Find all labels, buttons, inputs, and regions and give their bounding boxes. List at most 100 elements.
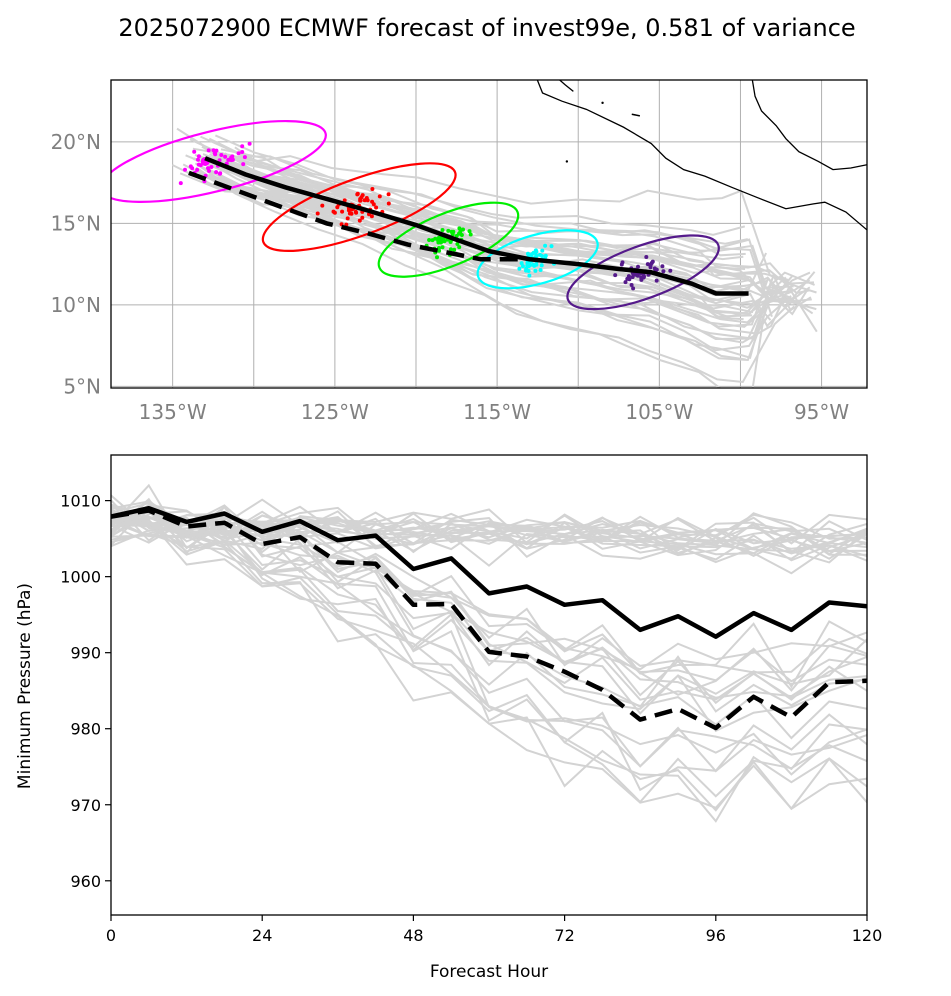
y-tick-label: 1000 [60,568,101,587]
ensemble-point [195,167,200,172]
mean-position-point [435,235,445,245]
ensemble-point [332,210,337,215]
ensemble-point [320,203,325,208]
ensemble-point [196,154,201,159]
x-tick-label: 120 [852,926,883,945]
ensemble-point [454,234,459,238]
ensemble-point [540,248,545,253]
longitude-tick-label: 125°W [301,400,369,424]
ensemble-point [631,286,636,291]
ensemble-point [644,255,649,259]
ensemble-point [623,280,628,285]
pressure-ticks: 960 970 980 990 1000 1010 [60,492,111,891]
ensemble-point [345,216,350,221]
pressure-frame [110,454,868,916]
ensemble-point [219,153,224,157]
ensemble-point [374,205,379,210]
uncertainty-ellipse [111,119,327,203]
ensemble-point [457,245,462,250]
x-tick-label: 48 [403,926,423,945]
ensemble-point [648,262,653,267]
map-gridlines [111,80,867,388]
ensemble-point [527,273,532,278]
figure-title: 2025072900 ECMWF forecast of invest99e, … [118,14,855,42]
ensemble-point [446,228,451,233]
ensemble-point [435,255,439,260]
ensemble-point [538,252,542,257]
ensemble-point [247,141,252,146]
ensemble-point [629,283,634,287]
baja-coastline [558,80,574,92]
ensemble-point [467,229,472,234]
ensemble-point [212,150,217,155]
ensemble-point [347,211,352,216]
ensemble-point [468,232,473,237]
forecast-hour-ticks: 0 24 48 72 96 120 [106,915,882,945]
longitude-tick-label: 95°W [794,400,849,424]
ensemble-point [236,151,241,156]
ensemble-pressure-line [111,497,867,740]
map-longitude-ticks: 135°W 125°W 115°W 105°W 95°W [139,400,850,424]
ensemble-point [353,209,358,214]
longitude-tick-label: 135°W [139,400,207,424]
ensemble-point [650,259,655,264]
ensemble-point [369,214,374,219]
latitude-tick-label: 5°N [63,374,101,398]
ensemble-track [208,137,794,286]
ensemble-point [461,227,465,232]
pressure-panel: 0 24 48 72 96 120 960 970 980 990 1000 1010 Foreca… [15,454,882,982]
ensemble-point [427,238,432,242]
second-track [188,170,522,262]
ensemble-pressure-line [111,494,867,733]
ensemble-point [357,218,362,223]
ensemble-point [206,166,210,171]
gulf-coastline [751,80,867,171]
pressure-series [111,505,867,731]
latitude-tick-label: 15°N [51,211,101,235]
track-map-panel: 135°W 125°W 115°W 105°W 95°W 5°N 10°N 15°N 20°N [51,79,868,424]
ensemble-point [450,230,455,235]
ensemble-track [214,134,746,257]
ensemble-point [370,187,375,191]
uncertainty-ellipse [476,229,599,290]
y-tick-label: 1010 [60,492,101,511]
ensemble-point [315,211,320,216]
islas-marias [631,113,641,117]
ensemble-point [654,278,659,283]
ensemble-point [440,228,445,232]
ensemble-point [209,165,214,169]
ensemble-point [217,171,222,176]
map-frame [110,79,868,389]
ensemble-point [668,268,673,273]
y-tick-label: 990 [70,644,101,663]
ensemble-point [531,262,536,267]
ensemble-point [240,144,245,149]
ensemble-point [196,157,200,162]
ensemble-point [355,191,360,196]
ensemble-point [619,262,624,267]
ensemble-point [386,201,391,206]
ensemble-point [359,195,364,200]
ensemble-point [377,194,382,199]
ensemble-point [360,215,365,220]
ensemble-point [448,247,453,252]
ensemble-pressure-line [111,503,867,564]
ensemble-point [636,264,640,269]
ensemble-point [226,157,231,162]
y-axis-label: Minimum Pressure (hPa) [15,583,35,789]
ensemble-point [625,276,630,281]
ensemble-point [183,167,187,172]
ensemble-pressure-line [111,517,867,674]
uncertainty-ellipse [377,201,520,278]
island [565,160,569,163]
coastline [536,80,867,231]
solid-pressure-series [111,505,867,639]
ensemble-point [371,202,376,207]
ensemble-point [223,154,228,159]
ensemble-point [519,261,524,266]
longitude-tick-label: 115°W [463,400,531,424]
y-tick-label: 960 [70,872,101,891]
ensemble-point [192,149,197,154]
ensemble-track [218,160,755,335]
